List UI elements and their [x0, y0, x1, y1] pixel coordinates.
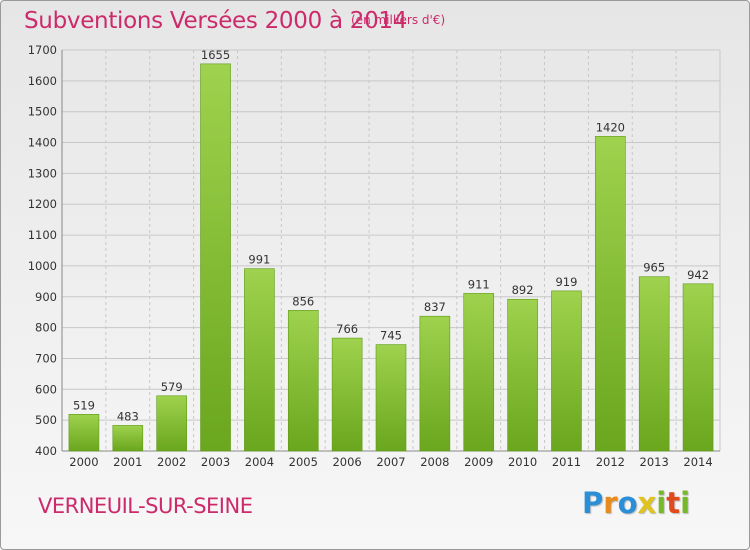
data-label: 856	[292, 294, 314, 308]
y-tick-label: 1400	[28, 136, 57, 150]
data-label: 579	[161, 380, 183, 394]
logo-letter: i	[680, 486, 691, 520]
bar	[244, 268, 275, 452]
x-tick-label: 2002	[157, 455, 186, 469]
y-tick-label: 1600	[28, 74, 57, 88]
x-tick-label: 2007	[376, 455, 405, 469]
x-tick-label: 2008	[420, 455, 449, 469]
x-tick-label: 2009	[464, 455, 493, 469]
bar	[200, 63, 231, 452]
x-tick-label: 2003	[201, 455, 230, 469]
y-tick-label: 1300	[28, 166, 57, 180]
y-tick-label: 900	[35, 290, 57, 304]
y-tick-label: 1700	[28, 43, 57, 57]
logo-letter: x	[637, 486, 657, 520]
logo-letter: i	[656, 486, 667, 520]
x-tick-label: 2005	[289, 455, 318, 469]
logo-letter: t	[666, 486, 681, 520]
bar	[507, 298, 538, 452]
data-label: 965	[643, 261, 665, 275]
y-tick-label: 1200	[28, 197, 57, 211]
y-tick-label: 1500	[28, 105, 57, 119]
y-tick-label: 1100	[28, 228, 57, 242]
axes: 400 500 600 700 800 900 1000 1100 1200 1300 1400 15…	[28, 43, 720, 469]
data-label: 745	[380, 329, 402, 343]
x-tick-label: 2014	[683, 455, 712, 469]
y-tick-label: 800	[35, 321, 57, 335]
data-label: 892	[512, 283, 534, 297]
bar	[682, 283, 714, 452]
x-tick-label: 2006	[332, 455, 361, 469]
y-tick-label: 600	[35, 382, 57, 396]
data-label: 919	[555, 275, 577, 289]
x-tick-label: 2012	[596, 455, 625, 469]
y-tick-label: 500	[35, 413, 57, 427]
data-label: 837	[424, 300, 446, 314]
chart-title: Subventions Versées 2000 à 2014	[24, 8, 408, 34]
x-tick-label: 2011	[552, 455, 581, 469]
x-tick-label: 2013	[640, 455, 669, 469]
bar	[68, 413, 100, 452]
data-labels: 519 483 579 1655 991 856 766 745 837 911 892 919 142…	[73, 48, 709, 424]
data-label: 483	[117, 409, 139, 423]
place-name: VERNEUIL-SUR-SEINE	[38, 494, 253, 518]
proxiti-logo[interactable]: Proxiti	[582, 486, 690, 520]
x-tick-label: 2004	[245, 455, 274, 469]
bar	[419, 315, 451, 452]
y-tick-label: 700	[35, 351, 57, 365]
bar	[112, 425, 144, 452]
logo-letter: P	[582, 486, 604, 520]
data-label: 1655	[201, 48, 230, 62]
y-tick-label: 1000	[28, 259, 57, 273]
x-tick-label: 2000	[69, 455, 98, 469]
data-label: 991	[248, 253, 270, 267]
data-label: 519	[73, 398, 95, 412]
bar	[595, 136, 626, 452]
bar	[463, 293, 495, 452]
bar	[638, 276, 670, 452]
bar	[331, 337, 363, 452]
data-label: 942	[687, 268, 709, 282]
data-label: 766	[336, 322, 358, 336]
y-tick-label: 400	[35, 444, 57, 458]
bars	[68, 63, 714, 452]
x-tick-label: 2001	[113, 455, 142, 469]
x-tick-label: 2010	[508, 455, 537, 469]
bar	[156, 395, 187, 452]
chart-subtitle: (en milliers d'€)	[351, 13, 446, 27]
bar	[375, 344, 407, 452]
bar	[551, 290, 582, 452]
logo-letter: o	[617, 486, 638, 520]
data-label: 1420	[596, 120, 625, 134]
bar	[287, 310, 319, 452]
logo-letter: r	[603, 486, 618, 520]
data-label: 911	[468, 277, 490, 291]
